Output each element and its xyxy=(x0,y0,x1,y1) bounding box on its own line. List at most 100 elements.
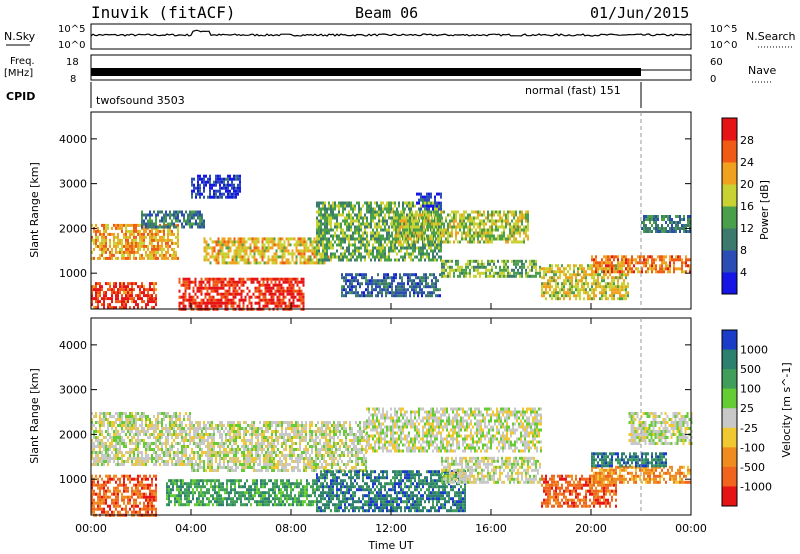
range-cell xyxy=(220,485,222,489)
range-cell xyxy=(509,274,511,278)
range-cell xyxy=(340,237,342,241)
range-cell xyxy=(611,291,613,295)
range-cell xyxy=(117,495,119,499)
range-cell xyxy=(359,294,361,298)
range-cell xyxy=(204,485,206,489)
range-cell xyxy=(428,258,430,262)
range-cell xyxy=(365,276,367,280)
range-cell xyxy=(415,210,417,214)
range-cell xyxy=(224,301,227,305)
range-cell xyxy=(424,198,426,202)
range-cell xyxy=(322,246,324,250)
range-cell xyxy=(218,488,220,492)
range-cell xyxy=(417,294,419,298)
range-cell xyxy=(206,482,208,486)
range-cell xyxy=(268,286,271,290)
range-cell xyxy=(563,291,565,295)
range-cell xyxy=(441,234,443,238)
range-cell xyxy=(161,219,163,223)
range-cell xyxy=(366,240,368,244)
range-cell xyxy=(194,491,196,495)
range-cell xyxy=(189,219,191,223)
range-cell xyxy=(629,258,631,262)
range-cell xyxy=(451,228,453,232)
range-cell xyxy=(669,267,671,271)
range-cell xyxy=(378,255,380,259)
range-cell xyxy=(242,298,245,302)
range-cell xyxy=(121,226,123,230)
range-cell xyxy=(467,216,469,220)
range-cell xyxy=(206,298,209,302)
range-cell xyxy=(673,258,675,262)
range-cell xyxy=(611,255,613,259)
range-cell xyxy=(97,297,99,301)
range-cell xyxy=(409,222,411,226)
range-cell xyxy=(365,288,367,292)
range-cell xyxy=(401,279,403,283)
range-cell xyxy=(435,279,437,283)
range-cell xyxy=(581,276,583,280)
range-cell xyxy=(519,213,521,217)
range-cell xyxy=(194,277,197,281)
range-cell xyxy=(171,219,173,223)
range-cell xyxy=(91,250,93,254)
range-cell xyxy=(367,282,369,286)
range-cell xyxy=(324,243,326,247)
range-cell xyxy=(649,227,651,230)
range-cell xyxy=(455,234,457,238)
range-cell xyxy=(161,247,163,251)
range-cell xyxy=(316,231,318,235)
range-cell xyxy=(125,291,127,295)
range-cell xyxy=(254,295,257,299)
range-cell xyxy=(131,250,133,254)
range-cell xyxy=(657,255,659,259)
range-cell xyxy=(364,222,366,226)
range-cell xyxy=(411,213,413,217)
range-cell xyxy=(198,497,200,501)
range-cell xyxy=(467,265,469,269)
range-cell xyxy=(139,235,141,239)
range-cell xyxy=(619,285,621,289)
range-cell xyxy=(489,234,491,238)
range-cell xyxy=(641,261,643,265)
range-cell xyxy=(270,301,273,305)
range-cell xyxy=(643,227,645,230)
range-cell xyxy=(513,216,515,220)
range-cell xyxy=(316,225,318,229)
range-cell xyxy=(541,291,543,295)
range-cell xyxy=(377,291,379,295)
range-cell xyxy=(262,280,265,284)
range-cell xyxy=(344,234,346,238)
range-cell xyxy=(119,300,121,304)
range-cell xyxy=(191,225,193,229)
range-cell xyxy=(287,252,290,256)
range-cell xyxy=(621,270,623,274)
range-cell xyxy=(435,282,437,286)
range-cell xyxy=(415,273,417,277)
range-cell xyxy=(145,477,147,481)
range-cell xyxy=(223,243,226,247)
range-cell xyxy=(621,288,623,292)
range-cell xyxy=(246,292,249,296)
range-cell xyxy=(103,507,105,511)
range-cell xyxy=(423,210,425,214)
range-cell xyxy=(547,279,549,283)
range-cell xyxy=(309,237,312,241)
range-cell xyxy=(372,252,374,256)
range-cell xyxy=(228,491,230,495)
range-cell xyxy=(240,277,243,281)
range-cell xyxy=(217,258,220,262)
range-cell xyxy=(169,238,171,242)
range-cell xyxy=(217,240,220,244)
range-cell xyxy=(232,292,235,296)
range-cell xyxy=(242,277,245,281)
range-cell xyxy=(607,255,609,259)
range-cell xyxy=(477,234,479,238)
range-cell xyxy=(135,300,137,304)
range-cell xyxy=(271,255,274,259)
range-cell xyxy=(95,483,97,487)
range-cell xyxy=(272,295,275,299)
range-cell xyxy=(438,255,440,259)
range-cell xyxy=(551,279,553,283)
range-cell xyxy=(97,477,99,481)
